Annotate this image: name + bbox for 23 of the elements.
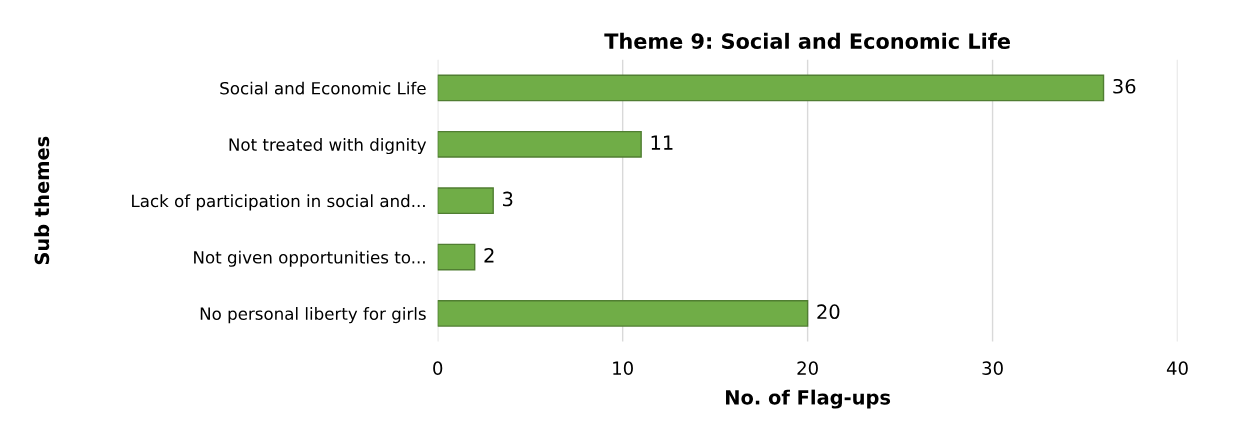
x-tick-label: 10 xyxy=(613,361,633,376)
y-tick-label: Not given opportunities to... xyxy=(194,250,425,267)
bar xyxy=(437,243,476,271)
chart-title: Theme 9: Social and Economic Life xyxy=(604,32,1010,49)
x-tick-label: 20 xyxy=(797,361,818,376)
x-axis-title: No. of Flag-ups xyxy=(726,389,891,409)
bar xyxy=(437,74,1105,102)
x-tick-label: 40 xyxy=(1166,361,1188,376)
data-label: 2 xyxy=(484,247,494,263)
data-label: 20 xyxy=(817,304,840,320)
data-label: 3 xyxy=(503,191,513,207)
y-tick-label: No personal liberty for girls xyxy=(200,307,426,324)
bar xyxy=(437,300,809,327)
y-tick-label: Lack of participation in social and... xyxy=(132,194,425,211)
x-tick-label: 0 xyxy=(433,361,443,376)
bar xyxy=(437,130,642,158)
data-label: 36 xyxy=(1113,78,1136,94)
data-label: 11 xyxy=(651,135,673,150)
y-tick-label: Not treated with dignity xyxy=(229,137,427,155)
y-axis-title: Sub themes xyxy=(34,136,50,265)
x-tick-label: 30 xyxy=(982,361,1003,376)
y-tick-label: Social and Economic Life xyxy=(220,81,426,95)
bar xyxy=(437,187,494,215)
